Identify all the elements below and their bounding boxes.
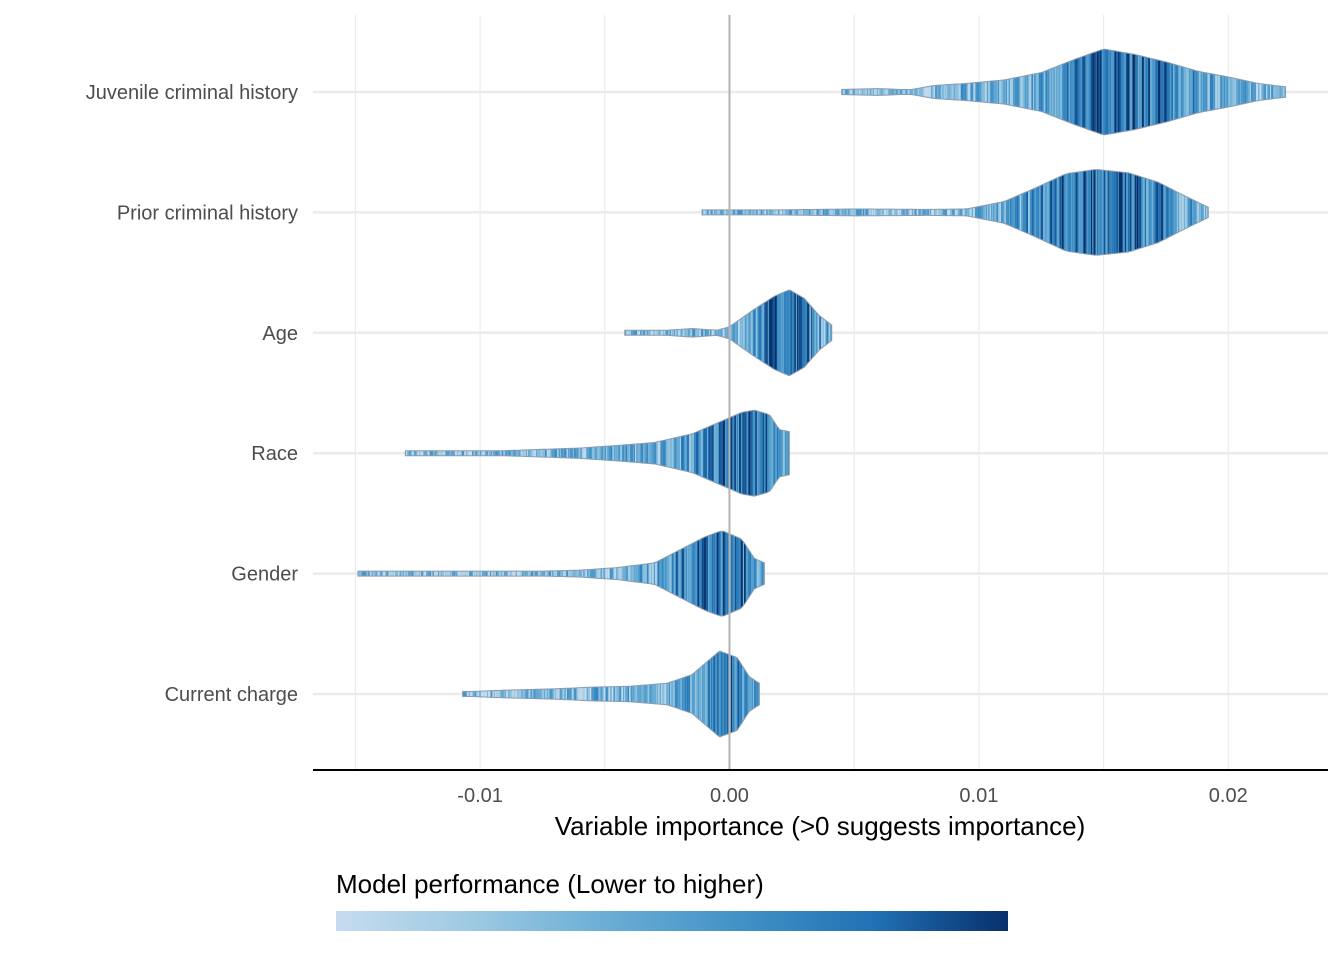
violin-outline (624, 289, 833, 377)
violin-juvenile-criminal-history (841, 48, 1287, 136)
violin-race (404, 409, 790, 497)
y-tick-label: Race (251, 443, 298, 465)
violin-stripes (405, 410, 790, 497)
violin-stripes (357, 531, 765, 616)
violin-stripes (462, 651, 760, 737)
violin-outline (701, 169, 1209, 256)
violin-outline (462, 650, 760, 738)
y-tick-label: Current charge (165, 684, 298, 706)
violin-current-charge (462, 650, 760, 738)
legend-colorbar (336, 911, 1008, 931)
violin-outline (404, 409, 790, 497)
grid-layer (313, 15, 1328, 770)
y-tick-label: Gender (231, 564, 298, 586)
violin-prior-criminal-history (701, 169, 1209, 256)
y-tick-label: Prior criminal history (117, 202, 298, 224)
x-tick-label: 0.01 (959, 785, 998, 807)
violin-outline (357, 530, 765, 617)
x-tick-label: 0.00 (710, 785, 749, 807)
axis-layer: Juvenile criminal history Prior criminal … (86, 82, 1328, 807)
violin-outline (841, 48, 1287, 136)
y-tick-label: Juvenile criminal history (86, 82, 298, 104)
x-axis-title: Variable importance (>0 suggests importa… (555, 811, 1086, 841)
violin-stripes (841, 49, 1286, 135)
x-tick-label: 0.02 (1209, 785, 1248, 807)
violin-gender (357, 530, 765, 617)
x-tick-label: -0.01 (457, 785, 503, 807)
violin-stripes (702, 169, 1209, 256)
legend-title: Model performance (Lower to higher) (336, 869, 764, 899)
violin-layer (357, 48, 1287, 738)
y-tick-label: Age (262, 323, 298, 345)
